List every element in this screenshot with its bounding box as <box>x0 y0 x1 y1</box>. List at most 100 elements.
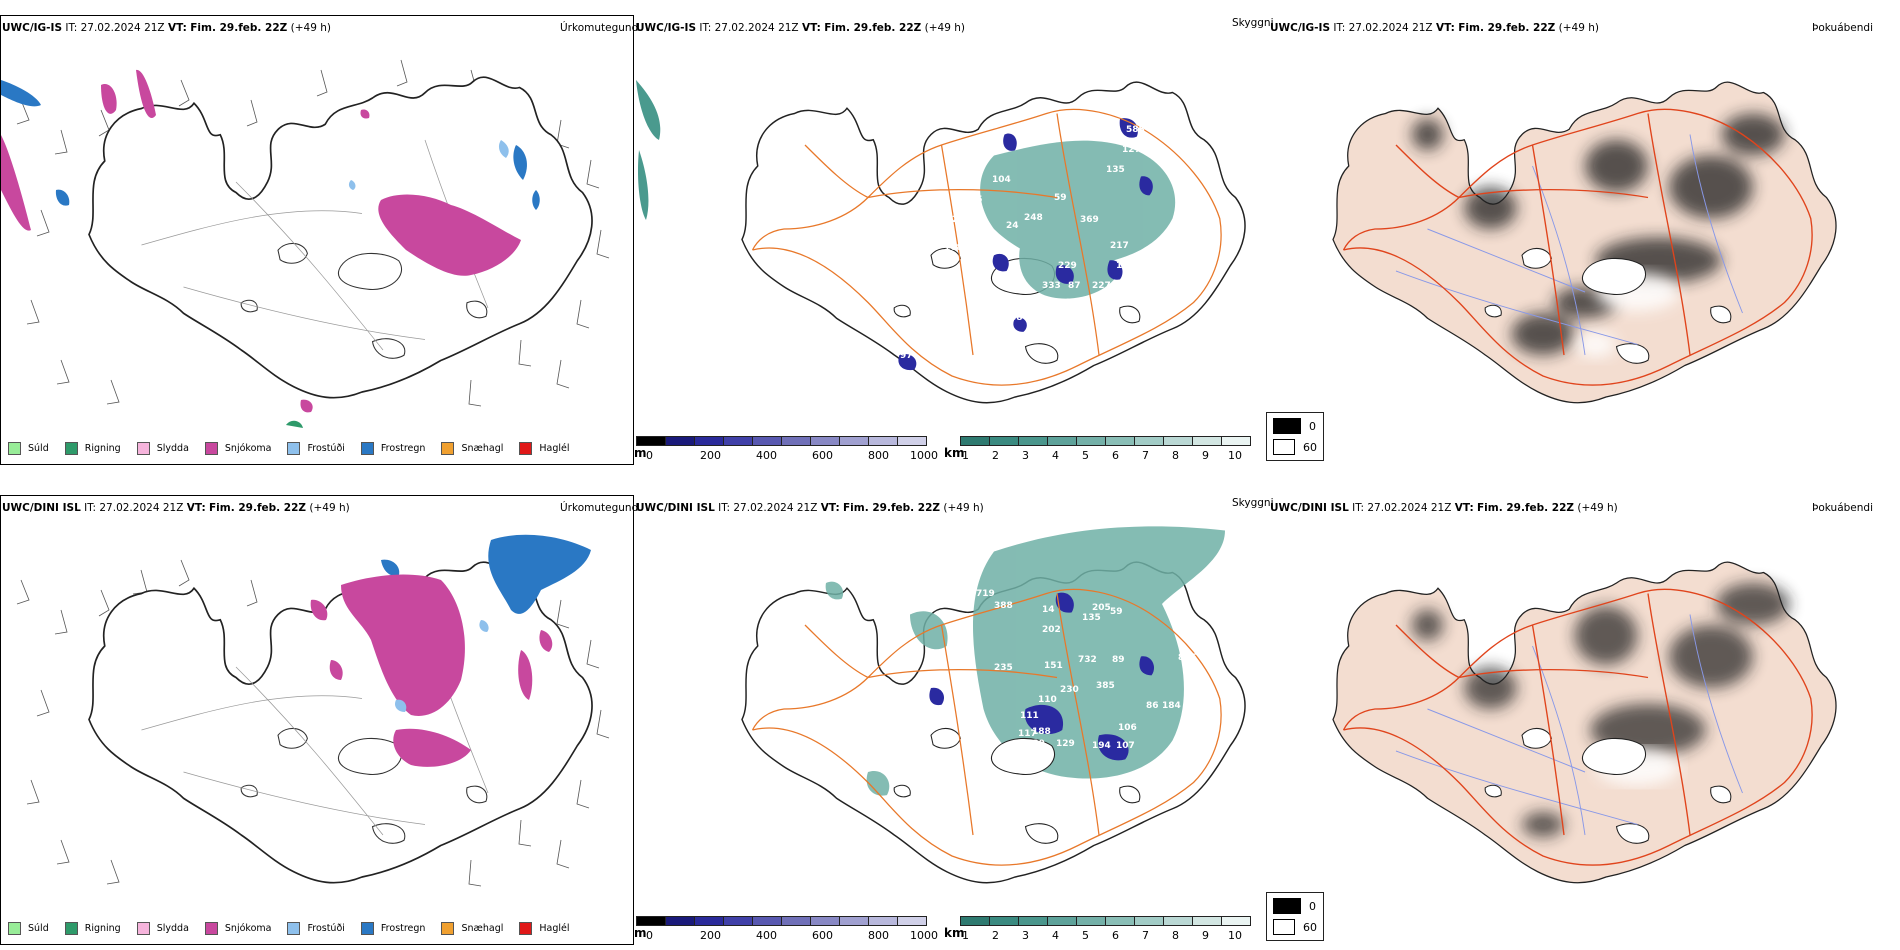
svg-text:205: 205 <box>1092 603 1111 613</box>
panel-title-fog: Þokuábendi <box>1812 22 1873 34</box>
legend-item: Snjókoma <box>204 442 271 455</box>
svg-text:70: 70 <box>964 145 977 155</box>
svg-text:369: 369 <box>1080 215 1099 225</box>
fog-road-network <box>1342 108 1813 386</box>
svg-text:373: 373 <box>1086 125 1105 135</box>
legend-item: Rigning <box>64 922 121 935</box>
legend-item: Súld <box>8 922 49 935</box>
legend-item: Snæhagl <box>441 442 503 455</box>
row2-header-1: UWC/DINI ISL IT: 27.02.2024 21Z VT: Fim.… <box>2 502 350 514</box>
svg-text:59: 59 <box>1110 607 1123 617</box>
row1-header-3: UWC/IG-IS IT: 27.02.2024 21Z VT: Fim. 29… <box>1270 22 1599 34</box>
legend-item: Haglél <box>519 922 570 935</box>
svg-text:184: 184 <box>1162 701 1181 711</box>
panel-title-visibility-2: Skyggni <box>1232 497 1274 509</box>
svg-text:180: 180 <box>1026 739 1045 749</box>
precip-type-legend: Súld Rigning Slydda Snjókoma Frostúði Fr… <box>8 442 586 455</box>
panel-title-precip: Úrkomutegund <box>560 22 639 34</box>
row2-header-2: UWC/DINI ISL IT: 27.02.2024 21Z VT: Fim.… <box>636 502 984 514</box>
panel-title-fog-2: Þokuábendi <box>1812 502 1873 514</box>
svg-text:385: 385 <box>1096 681 1115 691</box>
legend-item: Slydda <box>136 922 189 935</box>
visibility-labels: 46 373 588 127 135 104 70 15 59 248 24 3… <box>736 115 1165 361</box>
svg-text:110: 110 <box>1038 695 1057 705</box>
svg-text:89: 89 <box>1112 655 1125 665</box>
svg-text:135: 135 <box>1106 165 1125 175</box>
svg-text:14: 14 <box>1042 605 1055 615</box>
terrain-unit-2: m <box>634 926 647 940</box>
svg-text:86: 86 <box>1146 701 1159 711</box>
precip-type-legend-2: Súld Rigning Slydda Snjókoma Frostúði Fr… <box>8 922 586 935</box>
svg-text:388: 388 <box>994 601 1013 611</box>
svg-text:227: 227 <box>1092 281 1111 291</box>
visibility-colorbar-2: 1 2 3 4 5 6 7 8 9 10 <box>960 916 1270 943</box>
svg-text:719: 719 <box>976 589 995 599</box>
legend-item: Frostregn <box>360 442 425 455</box>
snow-areas <box>1 69 521 413</box>
svg-text:229: 229 <box>1058 261 1077 271</box>
svg-text:104: 104 <box>992 175 1011 185</box>
legend-item: Haglél <box>519 442 570 455</box>
visibility-map: 46 373 588 127 135 104 70 15 59 248 24 3… <box>636 80 1246 404</box>
road-network <box>751 108 1222 386</box>
legend-item: Frostúði <box>287 442 345 455</box>
row1-header-2: UWC/IG-IS IT: 27.02.2024 21Z VT: Fim. 29… <box>636 22 965 34</box>
svg-text:97: 97 <box>900 351 913 361</box>
svg-text:156: 156 <box>1146 251 1165 261</box>
precip-type-map-2 <box>16 534 610 887</box>
svg-text:235: 235 <box>994 663 1013 673</box>
svg-text:865: 865 <box>1178 653 1197 663</box>
svg-text:151: 151 <box>1044 661 1063 671</box>
svg-text:142: 142 <box>1116 261 1135 271</box>
frz-rain-areas <box>1 80 540 210</box>
svg-text:217: 217 <box>1110 241 1129 251</box>
visibility-unit-2: km <box>944 926 965 940</box>
panel-title-precip-2: Úrkomutegund <box>560 502 639 514</box>
panel-title-visibility: Skyggni <box>1232 17 1274 29</box>
svg-text:87: 87 <box>1068 281 1081 291</box>
svg-text:202: 202 <box>1042 625 1061 635</box>
svg-text:166: 166 <box>902 725 921 735</box>
svg-text:194: 194 <box>1092 741 1111 751</box>
svg-text:22: 22 <box>952 215 965 225</box>
row1-header-1: UWC/IG-IS IT: 27.02.2024 21Z VT: Fim. 29… <box>2 22 331 34</box>
fog-indicator-map <box>1332 81 1837 404</box>
svg-text:129: 129 <box>1056 739 1075 749</box>
row2-header-3: UWC/DINI ISL IT: 27.02.2024 21Z VT: Fim.… <box>1270 502 1618 514</box>
svg-text:732: 732 <box>1078 655 1097 665</box>
visibility-unit: km <box>944 446 965 460</box>
svg-text:24: 24 <box>1006 221 1019 231</box>
svg-text:132: 132 <box>876 741 895 751</box>
svg-text:59: 59 <box>1054 193 1067 203</box>
precip-type-panel-frame-2 <box>0 495 634 945</box>
visibility-labels-2: 719 388 14 205 135 59 202 732 89 235 151… <box>876 589 1197 751</box>
legend-item: Snæhagl <box>441 922 503 935</box>
svg-text:588: 588 <box>1126 125 1145 135</box>
svg-text:15: 15 <box>970 195 983 205</box>
fog-legend-2: 0 60 <box>1266 892 1324 941</box>
svg-text:135: 135 <box>1082 613 1101 623</box>
legend-item: Rigning <box>64 442 121 455</box>
svg-text:111: 111 <box>1020 711 1039 721</box>
svg-text:230: 230 <box>1060 685 1079 695</box>
terrain-colorbar: 0 200 400 600 800 1000 <box>636 436 938 463</box>
svg-text:248: 248 <box>1024 213 1043 223</box>
terrain-colorbar-2: 0 200 400 600 800 1000 <box>636 916 938 943</box>
svg-text:46: 46 <box>736 115 749 125</box>
legend-item: Súld <box>8 442 49 455</box>
svg-text:168: 168 <box>944 243 963 253</box>
visibility-map-2: 719 388 14 205 135 59 202 732 89 235 151… <box>741 526 1246 884</box>
svg-text:127: 127 <box>1122 145 1141 155</box>
svg-text:106: 106 <box>1118 723 1137 733</box>
legend-item: Slydda <box>136 442 189 455</box>
legend-item: Frostregn <box>360 922 425 935</box>
svg-text:417: 417 <box>1064 298 1083 308</box>
fog-legend: 0 60 <box>1266 412 1324 461</box>
svg-text:88: 88 <box>1010 313 1023 323</box>
svg-text:188: 188 <box>1032 727 1051 737</box>
terrain-unit: m <box>634 446 647 460</box>
svg-text:117: 117 <box>1018 729 1037 739</box>
svg-text:333: 333 <box>1042 281 1061 291</box>
snow-areas-2 <box>310 574 553 767</box>
precip-type-map <box>1 59 610 428</box>
